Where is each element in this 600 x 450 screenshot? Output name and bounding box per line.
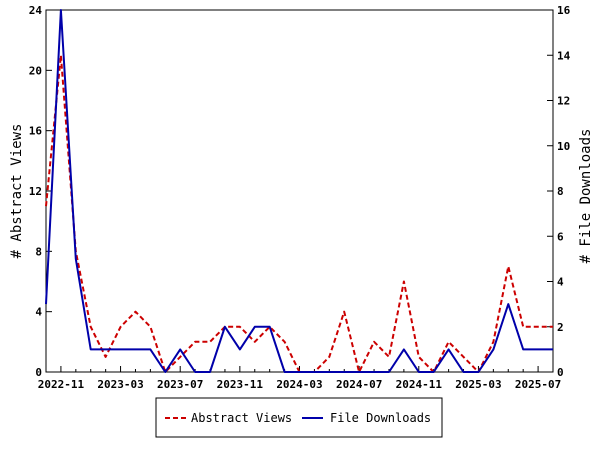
y-left-tick-label: 24	[29, 4, 43, 17]
y-right-tick-label: 14	[557, 49, 571, 62]
x-tick-label: 2023-03	[97, 378, 143, 391]
y-axis-left-title: # Abstract Views	[9, 124, 25, 259]
x-tick-label: 2025-03	[455, 378, 501, 391]
x-tick-label: 2024-07	[336, 378, 382, 391]
legend-box	[155, 397, 443, 438]
y-left-tick-label: 8	[35, 245, 42, 258]
x-tick-label: 2023-07	[157, 378, 203, 391]
y-right-tick-label: 4	[557, 276, 564, 289]
y-left-tick-label: 20	[29, 64, 42, 77]
plot-area	[45, 9, 554, 373]
x-tick-label: 2024-11	[396, 378, 443, 391]
y-axis-left: 0 4 8 12 16 20 24	[29, 4, 52, 379]
y-right-tick-label: 16	[557, 4, 571, 17]
y-left-tick-label: 12	[29, 185, 42, 198]
x-axis: 2022-11 2023-03 2023-07 2023-11 2024-03 2024-…	[38, 366, 561, 391]
y-axis-right-title: # File Downloads	[578, 129, 594, 264]
series-layer	[45, 9, 553, 373]
y-left-tick-label: 4	[35, 306, 42, 319]
y-right-tick-label: 12	[557, 95, 570, 108]
x-tick-label: 2025-07	[515, 378, 561, 391]
y-left-tick-label: 0	[35, 366, 42, 379]
y-right-tick-label: 2	[557, 321, 564, 334]
series-line-file-downloads	[45, 9, 553, 373]
legend: Abstract Views File Downloads	[155, 397, 443, 438]
legend-label-file-downloads: File Downloads	[330, 411, 431, 425]
y-left-tick-label: 16	[29, 125, 43, 138]
y-right-tick-label: 6	[557, 230, 564, 243]
y-right-tick-label: 10	[557, 140, 570, 153]
y-axis-right: 0 2 4 6 8 10 12 14 16	[547, 4, 571, 379]
y-right-tick-label: 0	[557, 366, 564, 379]
legend-label-abstract-views: Abstract Views	[191, 411, 292, 425]
x-tick-label: 2022-11	[38, 378, 85, 391]
y-right-tick-label: 8	[557, 185, 564, 198]
x-tick-label: 2023-11	[217, 378, 264, 391]
x-tick-label: 2024-03	[276, 378, 322, 391]
